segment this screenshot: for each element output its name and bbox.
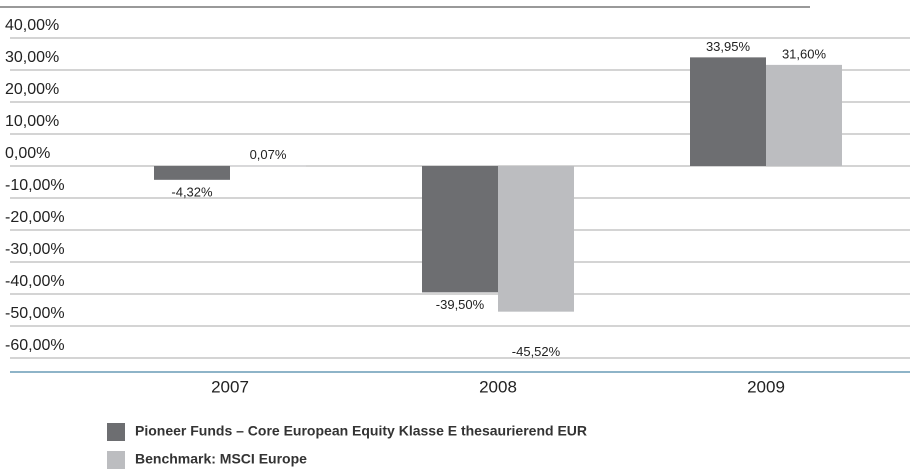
value-label: -45,52%	[512, 344, 561, 359]
value-label: -4,32%	[171, 184, 213, 199]
legend-label: Pioneer Funds – Core European Equity Kla…	[135, 423, 587, 439]
y-tick-label: -10,00%	[5, 177, 65, 194]
value-label: 0,07%	[250, 147, 287, 162]
y-tick-label: -40,00%	[5, 273, 65, 290]
value-label: -39,50%	[436, 297, 485, 312]
bar	[154, 166, 230, 180]
x-tick-label: 2008	[479, 377, 517, 396]
value-label: 31,60%	[782, 46, 827, 61]
y-tick-label: -60,00%	[5, 337, 65, 354]
y-tick-label: -30,00%	[5, 241, 65, 258]
bar	[766, 64, 842, 166]
y-tick-label: -20,00%	[5, 209, 65, 226]
legend-swatch	[107, 423, 125, 441]
legend-swatch	[107, 451, 125, 469]
legend-label: Benchmark: MSCI Europe	[135, 451, 307, 467]
x-tick-label: 2007	[211, 377, 249, 396]
bar	[690, 57, 766, 166]
value-label: 33,95%	[706, 39, 751, 54]
bar	[422, 166, 498, 293]
y-tick-label: 10,00%	[5, 113, 59, 130]
y-tick-label: 0,00%	[5, 145, 50, 162]
y-tick-label: 40,00%	[5, 17, 59, 34]
x-tick-label: 2009	[747, 377, 785, 396]
bar	[498, 166, 574, 312]
y-tick-label: 30,00%	[5, 49, 59, 66]
bar	[230, 165, 306, 167]
y-tick-label: -50,00%	[5, 305, 65, 322]
y-tick-label: 20,00%	[5, 81, 59, 98]
